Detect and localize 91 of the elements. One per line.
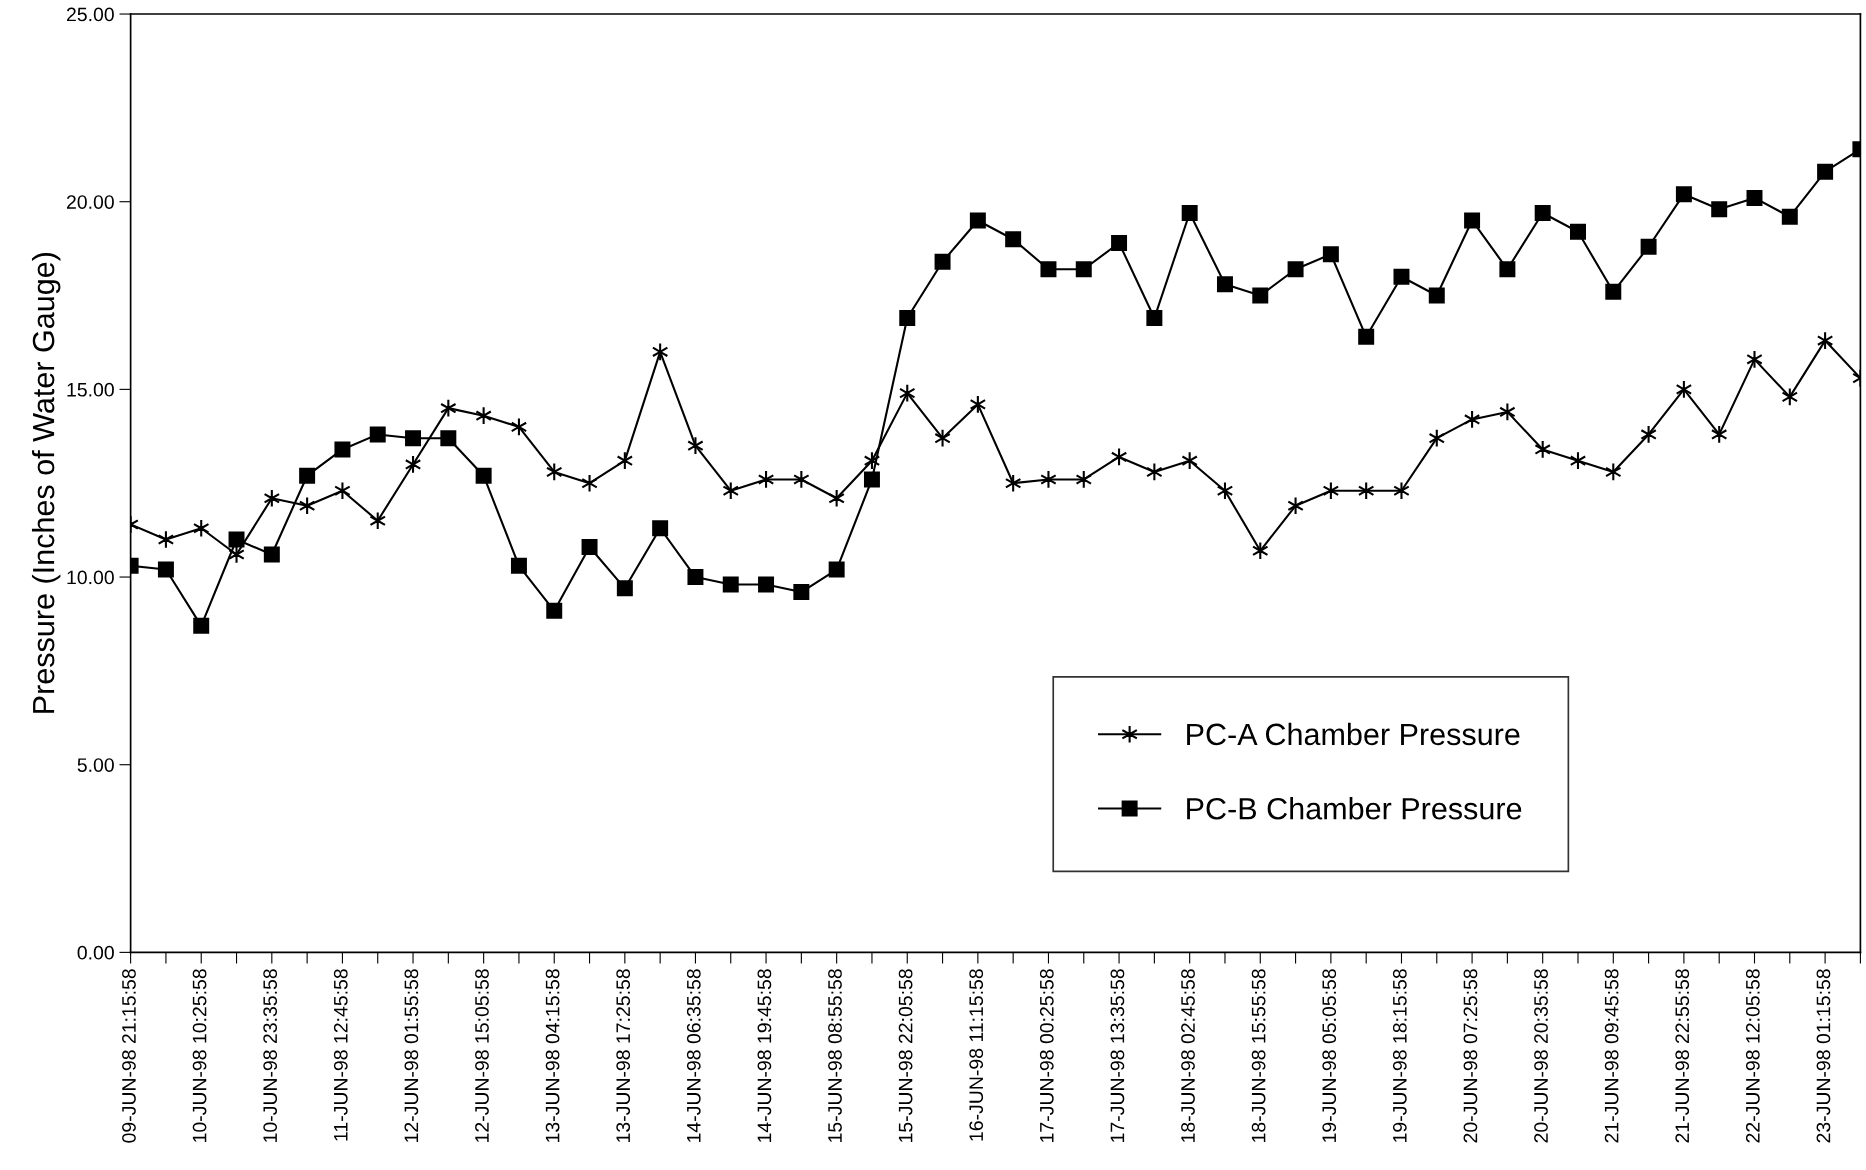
x-tick-label: 20-JUN-98 07:25:58 xyxy=(1463,969,1478,1143)
x-tick-label: 15-JUN-98 08:55:58 xyxy=(828,969,842,1142)
point xyxy=(1287,261,1304,278)
point xyxy=(652,520,669,537)
point xyxy=(863,471,880,488)
point xyxy=(1534,204,1551,221)
point xyxy=(934,253,951,270)
x-tick-label: 17-JUN-98 13:35:58 xyxy=(1110,969,1125,1142)
y-axis-title: Pressure (Inches of Water Gauge) xyxy=(31,253,61,713)
x-tick-label: 22-JUN-98 12:05:58 xyxy=(1745,969,1760,1143)
point xyxy=(1075,261,1092,278)
point xyxy=(1181,204,1198,221)
point xyxy=(1358,328,1375,345)
x-tick-label: 09-JUN-98 21:15:58 xyxy=(122,969,136,1143)
x-tick-label: 15-JUN-98 22:05:58 xyxy=(898,969,913,1142)
point xyxy=(1570,223,1586,240)
point xyxy=(228,545,245,564)
point xyxy=(828,561,845,578)
point xyxy=(616,580,633,597)
point xyxy=(1428,287,1445,304)
x-tick-label: 14-JUN-98 06:35:58 xyxy=(686,969,701,1142)
x-tick-label: 14-JUN-98 19:45:58 xyxy=(757,969,772,1142)
x-tick-label: 17-JUN-98 00:25:58 xyxy=(1039,969,1054,1142)
point xyxy=(546,602,563,619)
point xyxy=(1393,268,1410,285)
point xyxy=(1746,349,1763,369)
point xyxy=(1181,451,1198,471)
x-tick-label: 19-JUN-98 18:15:58 xyxy=(1392,969,1407,1142)
point xyxy=(193,617,210,634)
y-tick-label: 15.00 xyxy=(67,382,114,397)
point xyxy=(1817,163,1834,180)
point xyxy=(510,557,527,574)
point xyxy=(1499,261,1516,278)
y-tick-label: 0.00 xyxy=(77,945,114,960)
x-tick-label: 10-JUN-98 23:35:58 xyxy=(263,969,278,1142)
point xyxy=(369,511,386,531)
x-tick-label: 13-JUN-98 04:15:58 xyxy=(545,969,560,1142)
point xyxy=(263,546,280,563)
point xyxy=(405,430,422,447)
x-tick-label: 18-JUN-98 02:45:58 xyxy=(1181,969,1195,1142)
point xyxy=(722,576,739,593)
point xyxy=(1640,238,1657,255)
point xyxy=(1781,208,1798,225)
point xyxy=(1711,201,1728,218)
point xyxy=(1111,235,1128,251)
y-tick-label: 25.00 xyxy=(66,7,114,22)
point xyxy=(1393,481,1410,501)
legend-label: PC-B Chamber Pressure xyxy=(1187,797,1522,820)
point xyxy=(1464,212,1481,229)
point xyxy=(722,481,740,501)
x-tick-label: 13-JUN-98 17:25:58 xyxy=(616,969,631,1142)
point xyxy=(1146,310,1163,327)
x-tick-label: 20-JUN-98 20:35:58 xyxy=(1534,969,1548,1143)
point xyxy=(1322,246,1339,263)
point xyxy=(1040,261,1057,278)
y-tick-label: 10.00 xyxy=(67,570,114,585)
x-tick-label: 19-JUN-98 05:05:58 xyxy=(1322,969,1337,1142)
point xyxy=(793,584,810,601)
point xyxy=(1040,470,1057,489)
point xyxy=(1675,186,1692,203)
point xyxy=(1216,276,1233,293)
x-tick-label: 12-JUN-98 15:05:58 xyxy=(475,969,489,1142)
legend-label: PC-A Chamber Pressure xyxy=(1187,722,1520,746)
x-tick-label: 10-JUN-98 10:25:58 xyxy=(192,969,207,1142)
point xyxy=(758,576,775,593)
point xyxy=(1252,287,1269,304)
y-tick-label: 20.00 xyxy=(66,195,114,209)
point xyxy=(334,441,351,458)
point xyxy=(369,426,386,443)
point xyxy=(157,561,174,578)
x-tick-label: 23-JUN-98 01:15:58 xyxy=(1816,969,1831,1143)
point xyxy=(475,467,492,484)
point xyxy=(440,430,457,447)
point xyxy=(1005,231,1022,248)
x-tick-label: 12-JUN-98 01:55:58 xyxy=(404,969,419,1142)
point xyxy=(1746,189,1763,206)
x-tick-label: 11-JUN-98 12:45:58 xyxy=(333,969,348,1141)
point xyxy=(581,473,598,493)
point xyxy=(687,569,704,586)
x-tick-label: 21-JUN-98 09:45:58 xyxy=(1604,969,1619,1143)
x-tick-label: 21-JUN-98 22:55:58 xyxy=(1675,969,1690,1143)
y-tick-label: 5.00 xyxy=(77,758,114,772)
point xyxy=(228,531,245,548)
x-tick-label: 16-JUN-98 11:15:58 xyxy=(969,969,984,1141)
point xyxy=(192,518,210,538)
point xyxy=(969,212,986,229)
point xyxy=(299,467,316,484)
point xyxy=(899,310,916,327)
x-tick-label: 18-JUN-98 15:55:58 xyxy=(1251,969,1266,1142)
point xyxy=(581,539,598,555)
point xyxy=(1605,283,1622,300)
